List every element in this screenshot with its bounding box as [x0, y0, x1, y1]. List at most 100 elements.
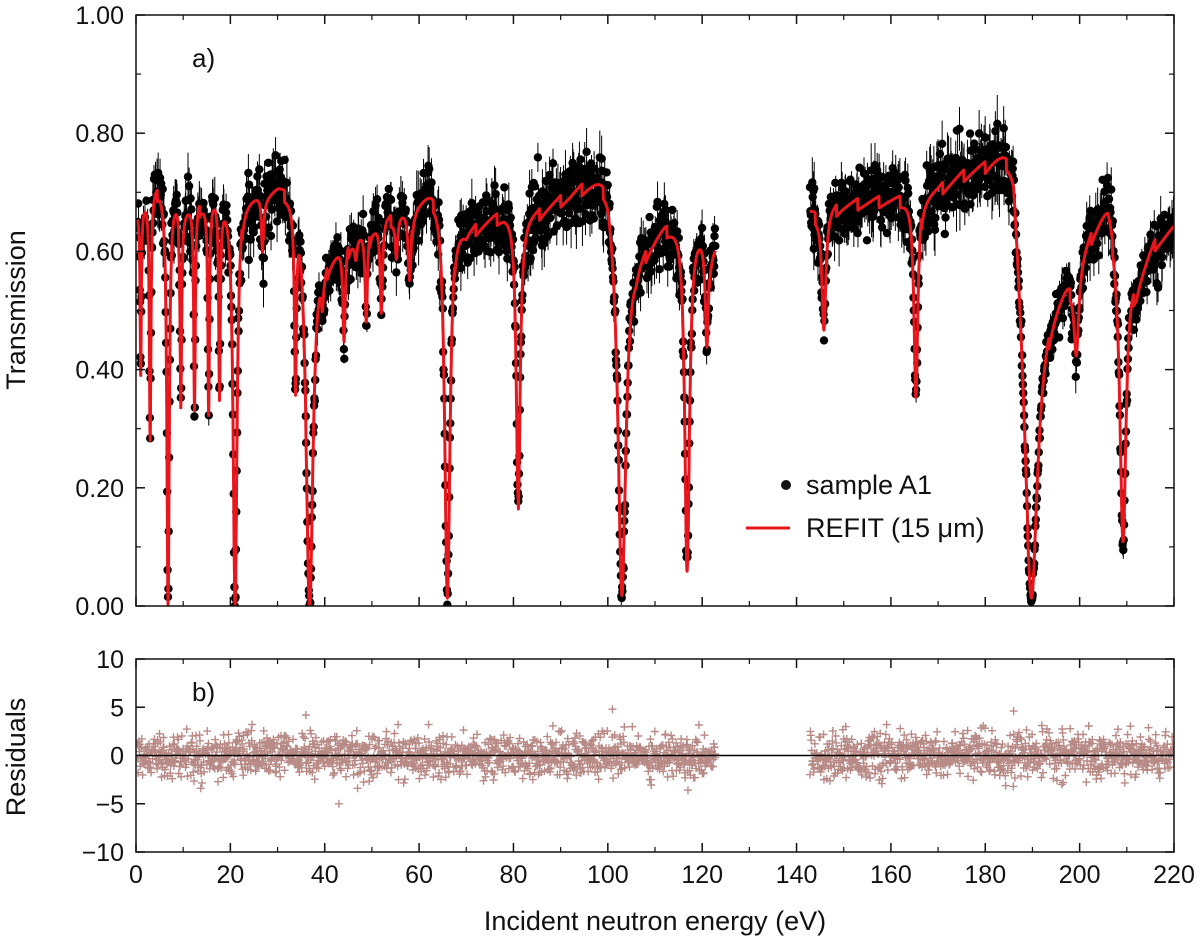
sample-a1-point: [582, 147, 591, 156]
sample-a1-point: [993, 119, 1002, 128]
sample-a1-point: [1001, 142, 1011, 152]
sample-a1-point: [834, 236, 844, 245]
residual-point: [485, 758, 494, 767]
sample-a1-point: [491, 189, 500, 199]
residual-point: [273, 740, 281, 749]
sample-a1-point: [1160, 210, 1169, 219]
residual-point: [493, 763, 502, 772]
residual-point: [260, 738, 269, 747]
residual-point: [307, 729, 316, 738]
residual-point: [420, 735, 429, 744]
sample-a1-point: [931, 213, 940, 223]
sample-a1-point: [696, 275, 705, 284]
residual-point: [332, 732, 341, 741]
sample-a1-point: [673, 227, 682, 236]
legend: sample A1 REFIT (15 μm): [746, 470, 985, 543]
sample-a1-point: [1129, 325, 1139, 334]
residual-point: [145, 764, 154, 773]
residual-point: [515, 734, 524, 743]
sample-a1-point: [358, 209, 368, 219]
sample-a1-point: [296, 237, 305, 246]
sample-a1-point: [1058, 314, 1068, 323]
residual-point: [442, 740, 451, 749]
sample-a1-point: [661, 205, 671, 215]
residual-point: [298, 729, 307, 738]
sample-a1-point: [565, 208, 574, 218]
sample-a1-point: [1100, 187, 1109, 196]
sample-a1-point: [1008, 164, 1017, 173]
residual-point: [165, 742, 174, 751]
sample-a1-point: [255, 165, 264, 174]
residual-point: [277, 756, 286, 765]
sample-a1-point: [362, 321, 371, 330]
sample-a1-point: [602, 168, 611, 177]
residual-point: [230, 756, 239, 765]
residual-point: [177, 732, 186, 740]
sample-a1-point: [383, 201, 392, 211]
residual-point: [190, 777, 198, 786]
sample-a1-point: [250, 223, 259, 232]
sample-a1-point: [846, 175, 855, 184]
residual-point: [314, 764, 323, 773]
sample-a1-point: [210, 194, 219, 203]
residuals-panel: 0 20 40 60 80 100 120 140 160 180 200 220−10−50510 …: [1, 646, 1195, 936]
residual-point: [224, 730, 233, 739]
sample-a1-point: [456, 263, 466, 273]
residual-point: [469, 749, 478, 758]
residual-point: [299, 732, 308, 741]
sample-a1-point: [405, 279, 414, 288]
residual-point: [156, 737, 165, 746]
residual-point: [358, 759, 367, 768]
sample-a1-point: [589, 214, 598, 223]
residual-point: [281, 731, 290, 740]
sample-a1-point: [924, 227, 933, 236]
residual-point: [247, 726, 256, 735]
sample-a1-point: [887, 214, 896, 223]
y-tick-label: 1.00: [75, 2, 124, 30]
residual-point: [368, 732, 377, 741]
sample-a1-point: [840, 229, 849, 238]
residual-point: [170, 740, 179, 748]
residual-point: [429, 773, 438, 781]
sample-a1-point: [244, 168, 253, 178]
sample-a1-point: [653, 197, 662, 207]
residual-point: [151, 746, 160, 755]
residual-point: [214, 777, 222, 786]
residual-point: [147, 768, 156, 777]
residual-point: [198, 778, 206, 787]
sample-a1-point: [506, 213, 515, 222]
sample-a1-point: [384, 184, 393, 194]
sample-a1-point: [256, 192, 265, 201]
residual-point: [182, 760, 191, 769]
residual-point: [222, 744, 230, 753]
sample-a1-point: [418, 217, 427, 226]
sample-a1-point: [665, 262, 674, 271]
residuals-plot-area: [136, 705, 1174, 808]
residual-point: [174, 735, 183, 744]
sample-a1-point: [668, 205, 677, 215]
residual-point: [375, 736, 384, 745]
residual-point: [446, 759, 455, 768]
residual-point: [175, 762, 184, 771]
residual-point: [137, 743, 146, 752]
sample-a1-point: [924, 215, 933, 224]
sample-a1-point: [557, 209, 567, 218]
sample-a1-point: [541, 176, 550, 186]
residual-point: [196, 736, 204, 745]
sample-a1-point: [548, 159, 558, 168]
y-tick-label: 0.00: [75, 593, 124, 621]
sample-a1-point: [526, 254, 535, 263]
sample-a1-point: [965, 129, 975, 138]
sample-a1-point: [199, 198, 208, 208]
sample-a1-point: [500, 183, 509, 192]
residual-point: [349, 770, 358, 779]
sample-a1-point: [434, 198, 443, 207]
y-tick-label: 0.20: [75, 475, 124, 503]
sample-a1-point: [930, 225, 940, 234]
residual-point: [284, 737, 293, 746]
sample-a1-point: [392, 268, 401, 277]
panel-a-label: a): [192, 43, 215, 73]
residual-point: [136, 768, 143, 777]
sample-a1-point: [1103, 173, 1113, 183]
sample-a1-point: [940, 229, 949, 239]
